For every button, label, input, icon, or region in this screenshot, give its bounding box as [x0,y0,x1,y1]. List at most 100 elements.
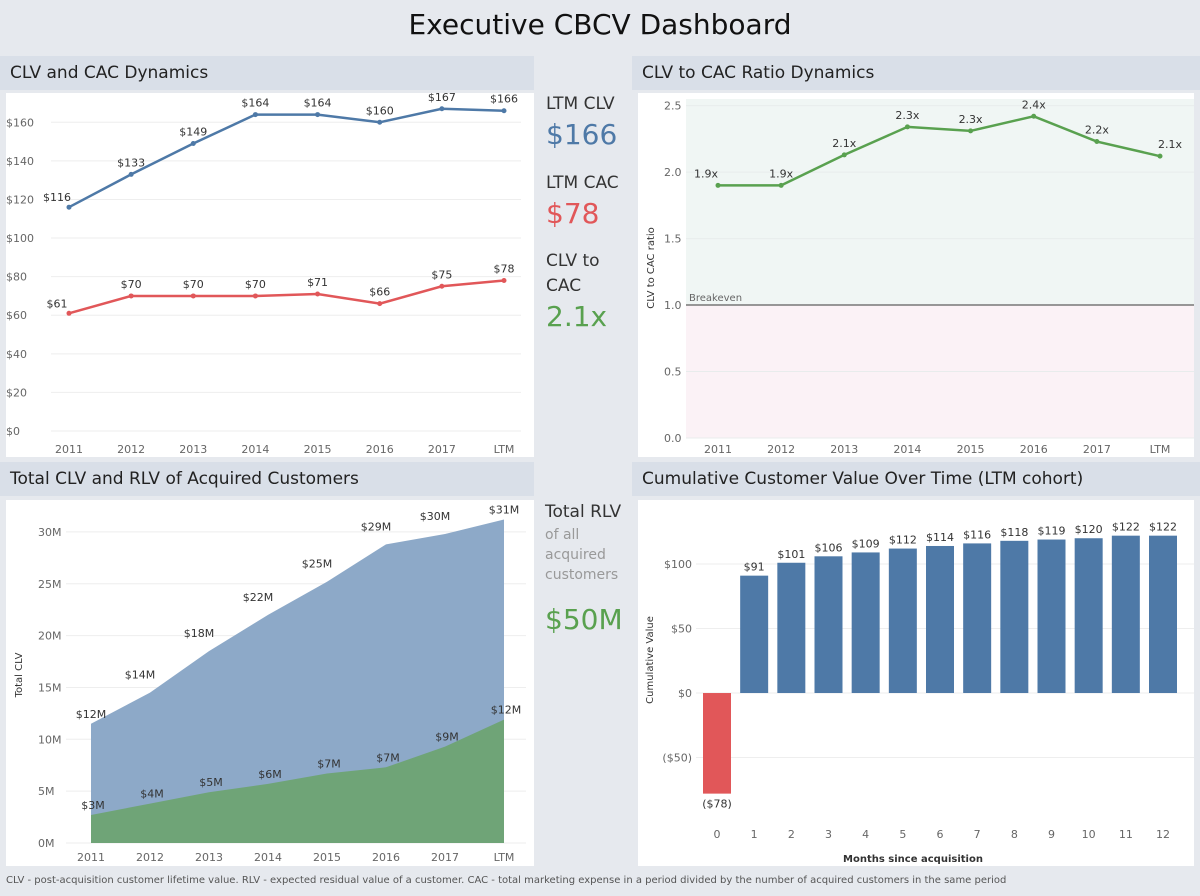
footer-note: CLV - post-acquisition customer lifetime… [6,875,1007,886]
x-tick-label: 2016 [372,851,400,864]
bar [851,552,880,694]
clv-cac-chart-panel: $0 $20 $40 $60 $80 $100 $120 $140 $160 2011 2012 20… [6,91,534,457]
total-rlv-label: Total RLV [545,502,622,522]
data-label: ($78) [702,798,732,811]
data-point [1094,139,1100,145]
bar [963,543,992,694]
x-tick-label: 2 [788,828,795,841]
data-label: $70 [121,278,142,291]
y-axis-title: Cumulative Value [645,616,656,704]
data-label: $114 [926,531,954,544]
data-label: $164 [304,97,332,110]
bar [1037,539,1066,694]
ltm-clv-label: LTM CLV [546,94,615,114]
y-tick-label: 15M [38,681,62,694]
data-label: $120 [1075,523,1103,536]
clv-cac-chart: $0 $20 $40 $60 $80 $100 $120 $140 $160 2011 2012 20… [6,91,521,456]
data-label: $30M [420,510,451,523]
x-tick-label: 7 [974,828,981,841]
data-label: $112 [889,534,917,547]
x-tick-label: 2012 [767,443,795,456]
series-line [68,279,505,315]
bar [888,548,917,694]
data-label: $5M [199,776,223,789]
data-label: $7M [317,758,341,771]
dashboard-title: Executive CBCV Dashboard [408,8,792,41]
y-tick-label: $50 [671,623,692,636]
data-label: 2.2x [1085,124,1109,137]
ratio-chart: 0.0 0.5 1.0 1.5 2.0 2.5 Breakeven CLV to CAC ra… [646,98,1194,456]
y-tick-label: $140 [6,155,34,168]
x-tick-label: 11 [1119,828,1133,841]
total-clv-rlv-chart: 0M 5M 10M 15M 20M 25M 30M Total CLV 2011 2012 2013… [14,503,526,864]
data-label: $25M [302,558,333,571]
x-tick-label: 2015 [304,443,332,456]
total-clv-area [91,519,504,843]
y-tick-label: $100 [664,558,692,571]
x-tick-label: 12 [1156,828,1170,841]
data-label: $119 [1038,525,1066,538]
data-point [128,171,134,177]
y-tick-label: 0M [38,837,55,850]
x-tick-label: 2012 [117,443,145,456]
data-label: $22M [243,591,274,604]
x-tick-label: 2016 [366,443,394,456]
y-tick-label: 20M [38,630,62,643]
y-tick-label: $100 [6,232,34,245]
data-label: $118 [1000,526,1028,539]
data-point [66,204,72,210]
x-tick-label: 2017 [428,443,456,456]
data-label: $31M [489,503,520,516]
x-tick-label: 9 [1048,828,1055,841]
x-tick-label: 5 [899,828,906,841]
x-tick-label: 2014 [893,443,921,456]
data-label: 1.9x [694,167,718,180]
data-point [715,182,721,188]
data-label: $78 [494,263,515,276]
ratio-chart-panel: 0.0 0.5 1.0 1.5 2.0 2.5 Breakeven CLV to CAC ra… [638,93,1194,457]
data-label: $61 [47,297,68,310]
x-tick-label: 2013 [830,443,858,456]
y-axis-title: CLV to CAC ratio [646,227,657,309]
data-label: $116 [963,528,991,541]
data-point [778,182,784,188]
x-tick-label: 2011 [704,443,732,456]
y-tick-label: 1.0 [664,299,682,312]
data-label: 2.3x [959,113,983,126]
data-point [1157,153,1163,159]
data-label: $166 [490,93,518,106]
data-label: $7M [376,751,400,764]
data-point [841,152,847,158]
data-point [315,291,321,297]
x-tick-label: 0 [714,828,721,841]
data-label: $6M [258,768,282,781]
bar [1111,535,1140,694]
series-line [68,107,505,209]
data-label: $116 [43,191,71,204]
rlv-sub-line2: acquired [545,547,606,563]
data-label: 2.1x [832,137,856,150]
data-label: $75 [431,268,452,281]
x-tick-label: 6 [937,828,944,841]
data-point [66,310,72,316]
data-label: $29M [361,520,392,533]
y-tick-label: 10M [38,733,62,746]
y-tick-label: $120 [6,193,34,206]
data-point [501,278,507,284]
x-tick-label: 2017 [1083,443,1111,456]
data-point [252,293,258,299]
x-tick-label: 8 [1011,828,1018,841]
x-tick-label: 2011 [55,443,83,456]
data-label: $14M [125,669,156,682]
cumulative-chart-panel: ($50) $0 $50 $100 Cumulative Value ($78) $91 $1… [638,500,1194,866]
ratio-label-line2: CAC [546,276,582,296]
y-tick-label: 5M [38,785,55,798]
data-label: $160 [366,104,394,117]
data-label: $12M [76,708,107,721]
y-tick-label: 30M [38,526,62,539]
data-label: $149 [179,126,207,139]
y-tick-label: 25M [38,578,62,591]
y-tick-label: 0.5 [664,366,682,379]
x-tick-label: 2011 [77,851,105,864]
y-tick-label: $80 [6,271,27,284]
